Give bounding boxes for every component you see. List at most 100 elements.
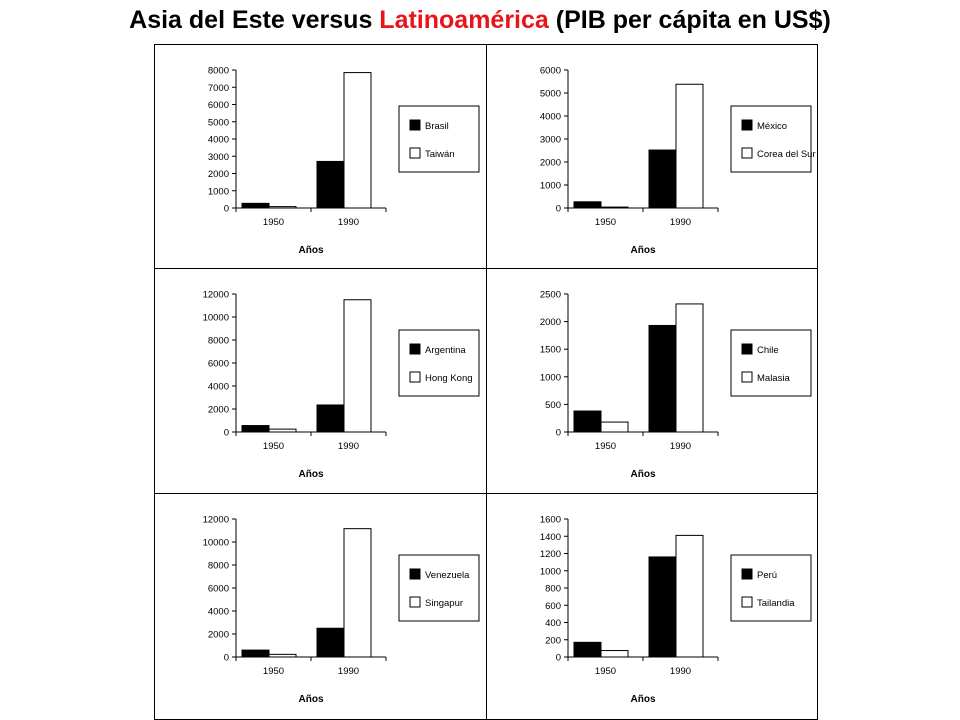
legend-box	[730, 329, 812, 397]
y-tick-label: 3000	[208, 152, 229, 163]
bar-argentina-1990	[316, 404, 345, 433]
x-tick-label: 1950	[263, 666, 284, 677]
bar-venezuela-1990	[316, 627, 345, 658]
legend-swatch	[741, 119, 753, 131]
y-tick-label: 800	[545, 584, 561, 595]
y-tick-label: 1000	[540, 181, 561, 192]
title-part2: (PIB per cápita en US$)	[548, 6, 831, 34]
y-tick-label: 2000	[540, 158, 561, 169]
y-tick-label: 2000	[540, 317, 561, 328]
bar-brasil-1950	[241, 202, 270, 209]
legend-label: Taiwán	[425, 149, 455, 160]
chart-panel-4: 0 500 1000 1500 2000 2500 1950 1990 Años Chile Mal…	[540, 290, 812, 480]
bar-hong-kong-1990	[343, 299, 372, 433]
bar-argentina-1950	[241, 425, 270, 433]
page-title: Asia del Este versus Latinoamérica (PIB …	[0, 6, 960, 35]
bar-singapur-1950	[268, 653, 297, 658]
y-tick-label: 12000	[203, 515, 229, 526]
y-tick-label: 8000	[208, 561, 229, 572]
legend-box	[398, 329, 480, 397]
y-tick-label: 1600	[540, 515, 561, 526]
legend-swatch	[741, 596, 753, 608]
legend-swatch	[409, 371, 421, 383]
legend-label: Perú	[757, 570, 777, 581]
bar-hong-kong-1950	[268, 428, 297, 433]
y-tick-label: 8000	[208, 66, 229, 77]
bar-tailandia-1950	[600, 650, 629, 658]
legend-label: Argentina	[425, 345, 466, 356]
bar-méxico-1990	[648, 149, 677, 209]
y-tick-label: 1000	[540, 566, 561, 577]
x-axis-label: Años	[631, 694, 656, 705]
bar-taiwán-1950	[268, 206, 297, 209]
bar-brasil-1990	[316, 160, 345, 209]
legend-swatch	[741, 568, 753, 580]
legend-box	[398, 554, 480, 622]
y-tick-label: 0	[556, 428, 561, 439]
y-tick-label: 10000	[203, 313, 229, 324]
y-tick-label: 400	[545, 618, 561, 629]
x-tick-label: 1950	[595, 666, 616, 677]
y-tick-label: 1000	[208, 186, 229, 197]
legend-box	[398, 105, 480, 173]
y-tick-label: 1400	[540, 532, 561, 543]
grid-horizontal-divider-1	[154, 268, 818, 269]
y-tick-label: 4000	[208, 135, 229, 146]
chart-panel-5: 0 2000 4000 6000 8000 10000 12000 1950 1990 Años V…	[203, 515, 480, 705]
bar-corea-del-sur-1990	[675, 83, 704, 209]
bar-chile-1950	[573, 410, 602, 433]
y-tick-label: 1000	[540, 372, 561, 383]
y-tick-label: 6000	[208, 359, 229, 370]
x-axis-label: Años	[631, 245, 656, 256]
x-tick-label: 1990	[338, 666, 359, 677]
y-tick-label: 7000	[208, 83, 229, 94]
y-tick-label: 6000	[208, 100, 229, 111]
bar-perú-1990	[648, 556, 677, 658]
y-tick-label: 2500	[540, 290, 561, 301]
bar-taiwán-1990	[343, 72, 372, 209]
y-tick-label: 0	[556, 204, 561, 215]
y-tick-label: 200	[545, 635, 561, 646]
y-tick-label: 600	[545, 601, 561, 612]
x-axis-label: Años	[631, 469, 656, 480]
y-tick-label: 0	[224, 428, 229, 439]
legend-label: Singapur	[425, 598, 463, 609]
chart-panel-3: 0 2000 4000 6000 8000 10000 12000 1950 1990 Años A…	[203, 290, 480, 480]
y-tick-label: 2000	[208, 630, 229, 641]
y-tick-label: 6000	[540, 66, 561, 77]
legend-label: Chile	[757, 345, 779, 356]
legend-label: Corea del Sur	[757, 149, 816, 160]
y-tick-label: 2000	[208, 405, 229, 416]
y-tick-label: 12000	[203, 290, 229, 301]
x-axis-label: Años	[299, 469, 324, 480]
x-tick-label: 1990	[338, 441, 359, 452]
y-tick-label: 4000	[208, 382, 229, 393]
x-tick-label: 1990	[670, 441, 691, 452]
x-tick-label: 1950	[595, 217, 616, 228]
y-tick-label: 10000	[203, 538, 229, 549]
legend-label: Venezuela	[425, 570, 470, 581]
chart-panel-1: 0 1000 2000 3000 4000 5000 6000 7000 8000 1950 199…	[208, 66, 480, 256]
y-tick-label: 4000	[540, 112, 561, 123]
legend-swatch	[741, 343, 753, 355]
y-tick-label: 4000	[208, 607, 229, 618]
legend-label: México	[757, 121, 787, 132]
y-tick-label: 2000	[208, 169, 229, 180]
legend-swatch	[409, 568, 421, 580]
x-tick-label: 1950	[595, 441, 616, 452]
y-tick-label: 8000	[208, 336, 229, 347]
x-tick-label: 1990	[670, 217, 691, 228]
bar-venezuela-1950	[241, 649, 270, 658]
grid-vertical-divider	[486, 44, 487, 720]
x-tick-label: 1950	[263, 441, 284, 452]
bar-tailandia-1990	[675, 534, 704, 658]
y-tick-label: 5000	[540, 89, 561, 100]
y-tick-label: 6000	[208, 584, 229, 595]
y-tick-label: 3000	[540, 135, 561, 146]
legend-label: Malasia	[757, 373, 790, 384]
y-tick-label: 0	[224, 204, 229, 215]
bar-malasia-1990	[675, 303, 704, 433]
title-highlight: Latinoamérica	[379, 6, 549, 34]
bar-corea-del-sur-1950	[600, 206, 629, 209]
x-tick-label: 1950	[263, 217, 284, 228]
